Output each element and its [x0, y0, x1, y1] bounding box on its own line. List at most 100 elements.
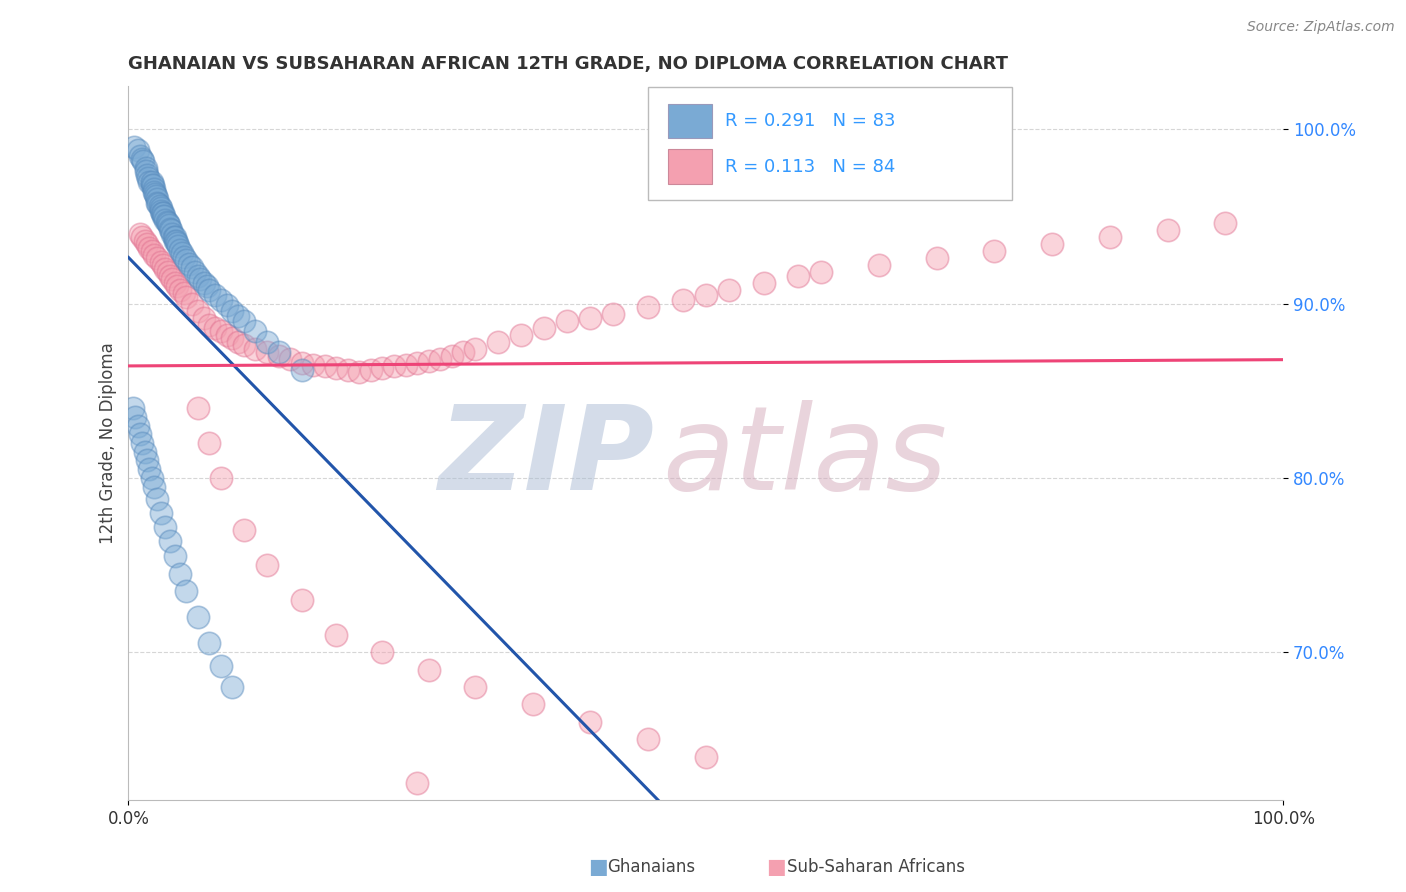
Point — [215, 328, 238, 343]
Point — [752, 276, 775, 290]
Point — [695, 288, 717, 302]
Point — [142, 248, 165, 262]
Point — [868, 258, 890, 272]
Point — [155, 213, 177, 227]
Point — [245, 325, 267, 339]
Point — [810, 265, 832, 279]
Point — [349, 365, 371, 379]
Point — [169, 566, 191, 581]
Point — [394, 358, 416, 372]
Point — [141, 471, 163, 485]
Y-axis label: 12th Grade, No Diploma: 12th Grade, No Diploma — [100, 343, 117, 544]
Point — [135, 164, 157, 178]
Point — [138, 175, 160, 189]
Point — [142, 479, 165, 493]
Point — [148, 197, 170, 211]
Point — [141, 178, 163, 193]
Point — [162, 230, 184, 244]
Text: Ghanaians: Ghanaians — [607, 858, 696, 876]
Point — [209, 293, 232, 307]
Point — [232, 338, 254, 352]
Point — [159, 268, 181, 283]
Point — [382, 359, 405, 374]
Point — [152, 210, 174, 224]
Point — [149, 254, 172, 268]
Point — [163, 230, 186, 244]
Point — [198, 436, 221, 450]
Point — [127, 418, 149, 433]
Point — [174, 253, 197, 268]
Point — [193, 276, 215, 290]
Point — [221, 303, 243, 318]
Point — [142, 181, 165, 195]
Point — [278, 352, 301, 367]
Point — [418, 354, 440, 368]
Point — [143, 186, 166, 201]
Point — [181, 296, 204, 310]
Point — [163, 549, 186, 564]
Point — [163, 276, 186, 290]
Point — [267, 349, 290, 363]
Point — [195, 279, 218, 293]
Point — [173, 286, 195, 301]
Point — [267, 345, 290, 359]
Point — [637, 300, 659, 314]
Point — [429, 352, 451, 367]
Point — [157, 218, 180, 232]
Point — [181, 260, 204, 274]
Text: Sub-Saharan Africans: Sub-Saharan Africans — [787, 858, 966, 876]
Point — [418, 663, 440, 677]
Point — [136, 171, 159, 186]
Text: R = 0.113   N = 84: R = 0.113 N = 84 — [725, 158, 896, 176]
Point — [787, 268, 810, 283]
Point — [146, 195, 169, 210]
Point — [142, 185, 165, 199]
Point — [177, 256, 200, 270]
Point — [129, 227, 152, 241]
Point — [188, 272, 211, 286]
Point — [695, 749, 717, 764]
Point — [221, 331, 243, 345]
Point — [162, 272, 184, 286]
Point — [141, 175, 163, 189]
Point — [184, 265, 207, 279]
Point — [149, 201, 172, 215]
Point — [165, 234, 187, 248]
Point — [209, 471, 232, 485]
Point — [925, 252, 948, 266]
Point — [232, 314, 254, 328]
Point — [145, 188, 167, 202]
Point — [510, 328, 533, 343]
Point — [198, 283, 221, 297]
Point — [440, 349, 463, 363]
Point — [135, 161, 157, 175]
Point — [167, 239, 190, 253]
Point — [209, 325, 232, 339]
Point — [159, 533, 181, 548]
Point — [162, 227, 184, 241]
Point — [555, 314, 578, 328]
Point — [142, 178, 165, 193]
Point — [134, 444, 156, 458]
Point — [256, 345, 278, 359]
Point — [215, 298, 238, 312]
Point — [127, 143, 149, 157]
Point — [579, 714, 602, 729]
Point — [136, 453, 159, 467]
Point — [174, 290, 197, 304]
Point — [155, 215, 177, 229]
Point — [256, 334, 278, 349]
Point — [717, 283, 740, 297]
Point — [1156, 223, 1178, 237]
Point — [291, 356, 314, 370]
Text: ■: ■ — [588, 857, 607, 877]
Text: R = 0.291   N = 83: R = 0.291 N = 83 — [725, 112, 896, 130]
Point — [193, 310, 215, 325]
Point — [131, 436, 153, 450]
Text: ZIP: ZIP — [437, 400, 654, 515]
Point — [163, 234, 186, 248]
Point — [129, 427, 152, 442]
Text: GHANAIAN VS SUBSAHARAN AFRICAN 12TH GRADE, NO DIPLOMA CORRELATION CHART: GHANAIAN VS SUBSAHARAN AFRICAN 12TH GRAD… — [128, 55, 1008, 73]
Point — [174, 584, 197, 599]
Point — [155, 261, 177, 276]
